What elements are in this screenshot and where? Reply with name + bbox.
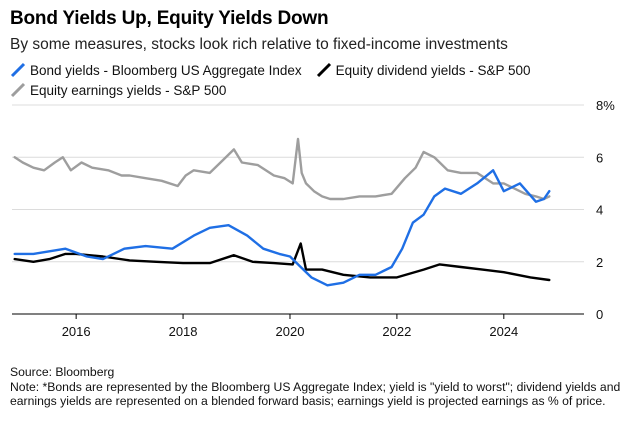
line-chart: 8% 6 4 2 0 2016 2018 2020 2022 2024 [12,98,615,339]
x-tick-label-2024: 2024 [489,324,518,339]
chart-title: Bond Yields Up, Equity Yields Down [10,8,329,29]
legend-label-dividend: Equity dividend yields - S&P 500 [335,62,531,78]
x-axis [12,313,584,319]
legend-item-dividend-yields: Equity dividend yields - S&P 500 [316,62,531,78]
y-tick-label-2: 2 [596,255,603,270]
series-lines [13,137,551,287]
chart-footer: Source: Bloomberg Note: *Bonds are repre… [10,365,630,409]
y-tick-label-0: 0 [596,307,603,322]
legend-line-bond [10,62,26,78]
y-axis-labels: 8% 6 4 2 0 [596,98,615,322]
legend-line-dividend [316,62,331,78]
y-tick-label-6: 6 [596,150,603,165]
source-note: Source: Bloomberg [10,365,115,379]
series-line-2 [13,169,551,287]
legend-label-earnings: Equity earnings yields - S&P 500 [30,82,227,98]
grid-lines [12,104,584,263]
y-tick-label-8: 8% [596,98,615,113]
y-tick-label-4: 4 [596,203,603,218]
legend-item-earnings-yields: Equity earnings yields - S&P 500 [10,82,226,98]
legend-item-bond-yields: Bond yields - Bloomberg US Aggregate Ind… [10,62,302,78]
legend-swatch-dividend [316,62,331,78]
chart-legend: Bond yields - Bloomberg US Aggregate Ind… [10,60,630,100]
legend-swatch-bond [10,62,26,78]
series-line-0 [13,137,551,201]
legend-label-bond: Bond yields - Bloomberg US Aggregate Ind… [30,62,302,78]
x-axis-labels: 2016 2018 2020 2022 2024 [62,324,519,339]
x-tick-label-2018: 2018 [169,324,198,339]
legend-swatch-earnings [10,82,26,98]
x-tick-label-2016: 2016 [62,324,91,339]
methodology-note: Note: *Bonds are represented by the Bloo… [10,379,621,409]
legend-line-earnings [10,82,26,98]
chart-subtitle: By some measures, stocks look rich relat… [10,36,508,53]
x-tick-label-2022: 2022 [382,324,411,339]
x-tick-label-2020: 2020 [276,324,305,339]
